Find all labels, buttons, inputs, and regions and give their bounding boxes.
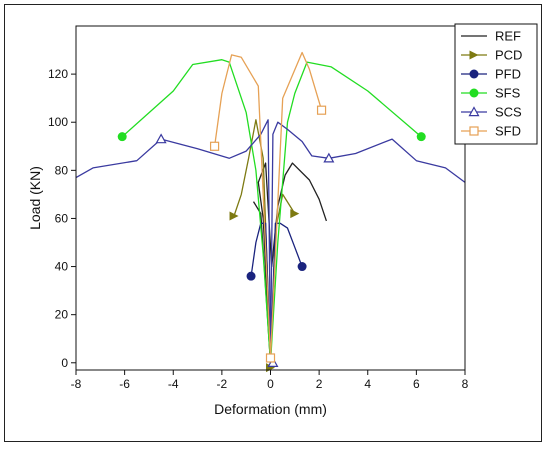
series-sfs — [117, 59, 426, 364]
y-tick-label: 100 — [48, 115, 68, 129]
legend-marker-sfd — [469, 126, 479, 136]
legend-item-sfs: SFS — [461, 86, 521, 101]
legend-marker-sfs — [469, 88, 479, 98]
series-line-sfs — [121, 59, 422, 364]
legend-box — [454, 23, 538, 145]
marker-sfd — [265, 353, 276, 363]
legend-item-scs: SCS — [461, 105, 522, 120]
x-axis-title: Deformation (mm) — [214, 401, 327, 417]
x-tick-label: -4 — [168, 377, 179, 391]
marker-sfd — [209, 141, 220, 151]
marker-sfs — [117, 132, 127, 142]
y-tick-label: 20 — [55, 308, 69, 322]
y-tick-label: 0 — [61, 356, 68, 370]
x-tick-label: 4 — [364, 377, 371, 391]
legend-label-pfd: PFD — [495, 67, 521, 82]
y-tick-label: 120 — [48, 67, 68, 81]
legend-label-scs: SCS — [495, 105, 522, 120]
legend-label-ref: REF — [495, 29, 521, 44]
legend-item-pfd: PFD — [461, 67, 521, 82]
x-tick-label: 6 — [413, 377, 420, 391]
x-tick-label: -6 — [119, 377, 130, 391]
series-group — [75, 51, 466, 373]
series-sfd — [209, 51, 327, 363]
x-tick-label: 8 — [462, 377, 469, 391]
legend-item-ref: REF — [461, 29, 521, 44]
x-tick-label: -8 — [71, 377, 82, 391]
legend-item-sfd: SFD — [461, 124, 521, 139]
x-tick-label: -2 — [217, 377, 228, 391]
y-axis-title: Load (KN) — [27, 166, 43, 230]
legend-label-sfd: SFD — [495, 124, 521, 139]
x-tick-label: 2 — [316, 377, 323, 391]
legend-marker-pcd — [469, 50, 479, 60]
series-pfd — [246, 222, 307, 364]
marker-pcd — [290, 209, 300, 219]
legend-marker-scs — [468, 106, 480, 117]
legend-item-pcd: PCD — [461, 48, 522, 63]
marker-pfd — [297, 262, 307, 272]
marker-scs — [323, 152, 335, 163]
marker-scs — [155, 133, 167, 144]
y-tick-label: 80 — [55, 163, 69, 177]
figure-frame — [4, 4, 542, 442]
series-line-sfd — [213, 51, 323, 359]
x-tick-label: 0 — [267, 377, 274, 391]
y-tick-label: 40 — [55, 260, 69, 274]
marker-sfs — [416, 132, 426, 142]
legend: REF PCD PFD SFS SCS SFD — [454, 23, 538, 145]
legend-label-sfs: SFS — [495, 86, 521, 101]
legend-marker-pfd — [469, 69, 479, 79]
series-line-pfd — [250, 222, 303, 364]
marker-sfd — [316, 105, 327, 115]
series-line-scs — [75, 119, 466, 364]
marker-pfd — [246, 271, 256, 281]
marker-pcd — [229, 211, 239, 221]
legend-label-pcd: PCD — [495, 48, 522, 63]
y-tick-label: 60 — [55, 211, 69, 225]
